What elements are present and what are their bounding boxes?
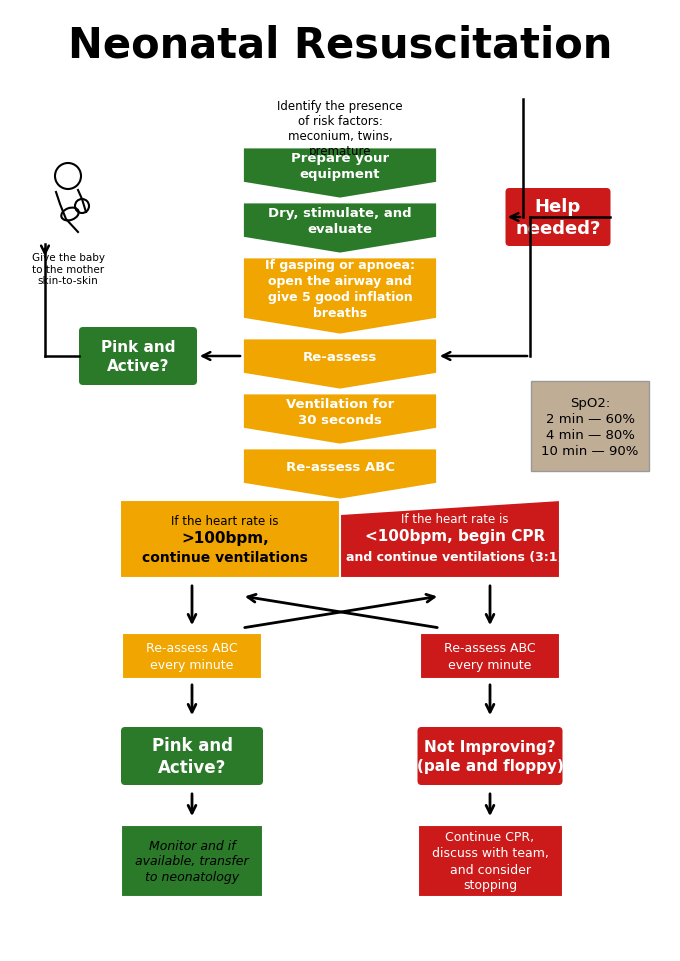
Bar <box>418 825 562 897</box>
Text: Not Improving?
(pale and floppy): Not Improving? (pale and floppy) <box>417 739 564 773</box>
FancyBboxPatch shape <box>79 328 197 385</box>
Polygon shape <box>340 501 560 579</box>
Text: Re-assess ABC: Re-assess ABC <box>286 460 394 473</box>
Text: Prepare your
equipment: Prepare your equipment <box>291 151 389 181</box>
Text: >100bpm,: >100bpm, <box>181 530 269 546</box>
Bar <box>531 382 649 472</box>
Bar <box>121 825 263 897</box>
Text: Re-assess ABC
every minute: Re-assess ABC every minute <box>146 642 238 671</box>
Text: If the heart rate is: If the heart rate is <box>171 514 279 528</box>
Text: Help
needed?: Help needed? <box>515 198 600 238</box>
Text: If the heart rate is: If the heart rate is <box>401 512 509 526</box>
Text: Ventilation for
30 seconds: Ventilation for 30 seconds <box>286 397 394 426</box>
Text: Neonatal Resuscitation: Neonatal Resuscitation <box>68 24 612 66</box>
Text: Re-assess: Re-assess <box>303 350 377 363</box>
Text: Continue CPR,
discuss with team,
and consider
stopping: Continue CPR, discuss with team, and con… <box>432 830 549 892</box>
Text: If gasping or apnoea:
open the airway and
give 5 good inflation
breaths: If gasping or apnoea: open the airway an… <box>265 259 415 319</box>
Polygon shape <box>243 394 437 446</box>
Text: SpO2:
2 min — 60%
4 min — 80%
10 min — 90%: SpO2: 2 min — 60% 4 min — 80% 10 min — 9… <box>541 396 639 457</box>
Text: Pink and
Active?: Pink and Active? <box>152 736 233 776</box>
Text: Pink and
Active?: Pink and Active? <box>101 340 175 374</box>
Polygon shape <box>243 338 437 390</box>
Text: Re-assess ABC
every minute: Re-assess ABC every minute <box>444 642 536 671</box>
Text: continue ventilations: continue ventilations <box>142 551 308 564</box>
Text: and continue ventilations (3:1): and continue ventilations (3:1) <box>346 551 564 563</box>
FancyBboxPatch shape <box>418 727 562 785</box>
Text: Monitor and if
available, transfer
to neonatology: Monitor and if available, transfer to ne… <box>135 839 249 883</box>
FancyBboxPatch shape <box>121 727 263 785</box>
Text: Give the baby
to the mother
skin-to-skin: Give the baby to the mother skin-to-skin <box>31 253 105 286</box>
Polygon shape <box>243 258 437 335</box>
FancyBboxPatch shape <box>505 188 611 247</box>
Polygon shape <box>243 203 437 255</box>
Bar <box>122 633 262 679</box>
Text: Identify the presence
of risk factors:
meconium, twins,
premature: Identify the presence of risk factors: m… <box>277 100 403 158</box>
Text: <100bpm, begin CPR: <100bpm, begin CPR <box>365 529 545 543</box>
Polygon shape <box>120 501 340 579</box>
Polygon shape <box>243 449 437 501</box>
Text: Dry, stimulate, and
evaluate: Dry, stimulate, and evaluate <box>268 207 412 235</box>
Polygon shape <box>243 148 437 200</box>
Bar <box>420 633 560 679</box>
